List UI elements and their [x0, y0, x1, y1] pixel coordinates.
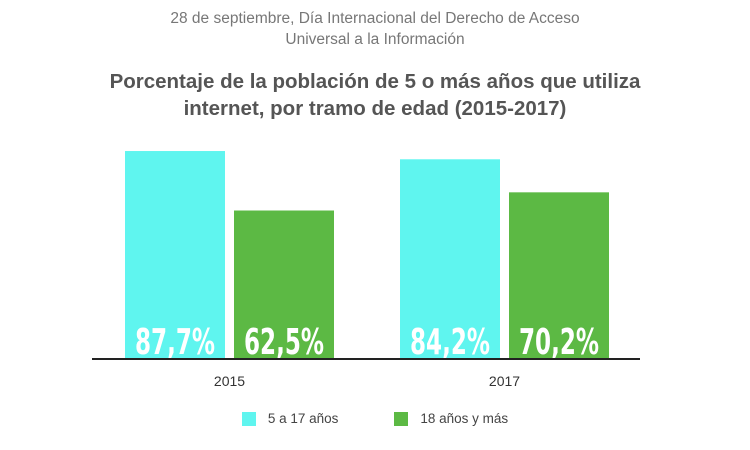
bar-2017-series-1	[400, 159, 500, 358]
bar-2017-series-2	[509, 192, 609, 358]
data-label-2015-series-1: 87,7%	[135, 322, 215, 363]
title-line-1: Porcentaje de la población de 5 o más añ…	[109, 70, 641, 93]
legend-label-series-2: 18 años y más	[420, 411, 509, 426]
legend-label-series-1: 5 a 17 años	[267, 411, 339, 426]
x-tick-label-2017: 2017	[489, 373, 520, 389]
x-tick-label-2015: 2015	[214, 373, 245, 389]
data-label-2015-series-2: 62,5%	[244, 322, 324, 363]
data-label-2017-series-1: 84,2%	[410, 322, 490, 363]
bar-2015-series-2	[234, 210, 334, 358]
data-label-2017-series-2: 70,2%	[519, 322, 599, 363]
bar-chart: 87,7% 62,5% 2015 84,2% 70,2% 2017	[92, 151, 640, 389]
chart-subtitle: 28 de septiembre, Día Internacional del …	[0, 8, 750, 50]
chart-legend: 5 a 17 años 18 años y más	[0, 411, 750, 426]
legend-item-series-2: 18 años y más	[394, 411, 508, 426]
chart-title: Porcentaje de la población de 5 o más añ…	[0, 68, 750, 122]
subtitle-line-2: Universal a la Información	[285, 31, 465, 48]
legend-swatch-series-1	[241, 411, 256, 426]
legend-swatch-series-2	[394, 411, 409, 426]
title-line-2: internet, por tramo de edad (2015-2017)	[183, 97, 567, 120]
bar-2015-series-1	[125, 151, 225, 358]
subtitle-line-1: 28 de septiembre, Día Internacional del …	[170, 10, 580, 27]
legend-item-series-1: 5 a 17 años	[241, 411, 339, 426]
